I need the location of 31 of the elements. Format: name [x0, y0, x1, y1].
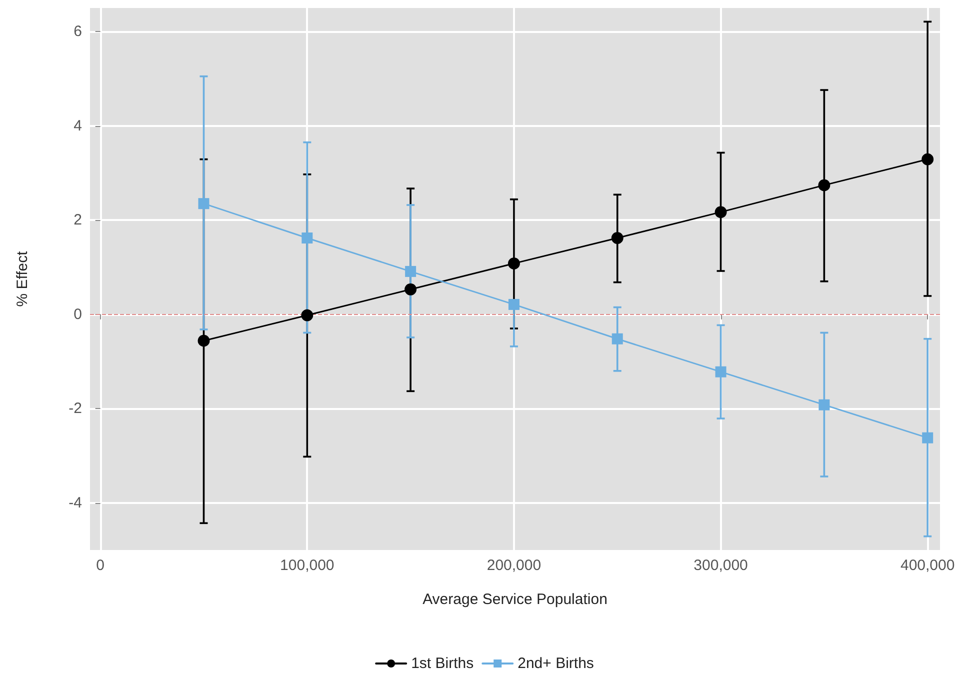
point — [922, 153, 934, 166]
point — [198, 198, 210, 210]
y-tick-label: 4 — [74, 117, 82, 134]
point — [405, 266, 416, 277]
x-tick-label: 300,000 — [694, 557, 748, 574]
point — [715, 366, 726, 378]
y-tick-label: -2 — [68, 400, 82, 418]
point — [611, 232, 624, 244]
y-tick-label: -4 — [68, 494, 82, 512]
point — [508, 257, 520, 270]
point — [612, 333, 623, 344]
point — [818, 399, 830, 410]
x-tick-label: 400,000 — [900, 557, 955, 574]
point — [818, 179, 830, 192]
y-tick-label: 0 — [74, 306, 82, 323]
x-tick-label: 200,000 — [486, 557, 542, 574]
point — [302, 232, 313, 244]
legend-label: 2nd+ Births — [518, 655, 594, 672]
y-tick-label: 2 — [74, 212, 82, 229]
point — [301, 309, 314, 322]
legend-label: 1st Births — [411, 655, 474, 672]
y-axis-title: % Effect — [14, 250, 31, 307]
point — [404, 283, 417, 296]
x-tick-label: 100,000 — [280, 557, 334, 574]
x-axis-title: Average Service Population — [422, 591, 608, 608]
point — [508, 298, 520, 310]
point — [922, 432, 934, 444]
point — [198, 334, 210, 347]
point — [714, 206, 727, 218]
x-tick-label: 0 — [96, 557, 105, 574]
y-tick-label: 6 — [74, 23, 82, 40]
